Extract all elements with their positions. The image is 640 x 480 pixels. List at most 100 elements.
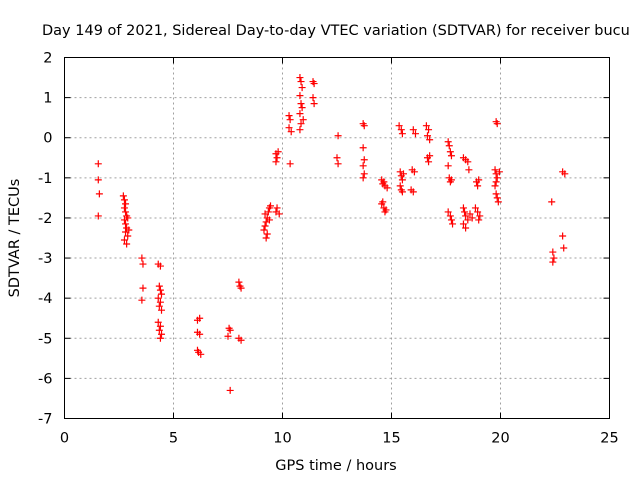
data-point (491, 182, 499, 190)
x-tick-label: 0 (60, 431, 69, 447)
data-point (261, 222, 269, 230)
data-point (263, 230, 271, 238)
y-tick-label: -2 (38, 211, 52, 227)
data-point (466, 210, 474, 218)
data-point (399, 170, 407, 178)
data-point (475, 176, 483, 184)
data-point (156, 322, 164, 330)
x-tick-label: 25 (600, 431, 618, 447)
data-point (462, 212, 470, 220)
data-point (138, 296, 146, 304)
data-point (475, 216, 483, 224)
data-point (398, 130, 406, 138)
data-point (444, 162, 452, 170)
data-point (461, 208, 469, 216)
data-point (493, 120, 501, 128)
data-point (95, 190, 103, 198)
data-point (265, 216, 273, 224)
data-point (287, 128, 295, 136)
data-point (560, 244, 568, 252)
data-point (286, 116, 294, 124)
data-point (260, 226, 268, 234)
data-point (495, 168, 503, 176)
data-point (122, 200, 130, 208)
data-point (262, 234, 270, 242)
data-point (444, 138, 452, 146)
data-point (272, 208, 280, 216)
data-point (273, 154, 281, 162)
data-point (235, 278, 243, 286)
data-point (492, 178, 500, 186)
data-point (398, 188, 406, 196)
data-point (285, 112, 293, 120)
data-point (155, 326, 163, 334)
data-point (273, 204, 281, 212)
x-axis-label: GPS time / hours (275, 458, 396, 474)
data-point (422, 122, 430, 130)
data-point (139, 260, 147, 268)
data-point (468, 214, 476, 222)
x-tick-label: 10 (273, 431, 291, 447)
data-point (447, 176, 455, 184)
tick-labels: 0 5 10 15 20 25 -7 -6 -5 -4 -3 -2 -1 0 1 2 (38, 51, 619, 447)
data-point (124, 214, 132, 222)
data-point (426, 152, 434, 160)
data-point (120, 196, 128, 204)
data-point (310, 100, 318, 108)
data-point (274, 148, 282, 156)
x-tick-label: 20 (491, 431, 509, 447)
data-point (397, 126, 405, 134)
data-point (297, 100, 305, 108)
chart-title: Day 149 of 2021, Sidereal Day-to-day VTE… (42, 23, 630, 39)
data-point (296, 92, 304, 100)
data-point (286, 160, 294, 168)
data-point (154, 318, 162, 326)
plot-frame (64, 57, 610, 419)
data-point (396, 182, 404, 190)
data-point (94, 160, 102, 168)
y-tick-label: -6 (38, 371, 52, 387)
data-point (398, 176, 406, 184)
data-point (459, 220, 467, 228)
data-point (359, 162, 367, 170)
data-point (310, 80, 318, 88)
data-point (476, 212, 484, 220)
y-tick-label: -1 (38, 171, 52, 187)
data-point (226, 386, 234, 394)
data-point (471, 204, 479, 212)
data-point (138, 254, 146, 262)
data-point (155, 282, 163, 290)
data-point (196, 330, 204, 338)
data-point (333, 154, 341, 162)
data-point (548, 198, 556, 206)
data-point (359, 174, 367, 182)
data-point (296, 126, 304, 134)
data-point (285, 124, 293, 132)
data-point (309, 94, 317, 102)
data-point (444, 208, 452, 216)
data-point (446, 212, 454, 220)
data-point (158, 330, 166, 338)
data-point (550, 254, 558, 262)
data-point (493, 194, 501, 202)
y-axis-label: SDTVAR / TECUs (7, 179, 23, 298)
data-point (125, 226, 133, 234)
data-point (94, 176, 102, 184)
data-point (120, 236, 128, 244)
data-point (491, 166, 499, 174)
data-point (465, 166, 473, 174)
data-point (267, 202, 275, 210)
data-point (494, 198, 502, 206)
data-point (139, 284, 147, 292)
data-point (264, 208, 272, 216)
data-point (447, 152, 455, 160)
data-point (464, 158, 472, 166)
data-point (122, 220, 130, 228)
data-points (94, 74, 569, 394)
data-point (156, 334, 164, 342)
data-point (296, 110, 304, 118)
y-tick-label: 1 (43, 91, 52, 107)
data-point (158, 306, 166, 314)
x-tick-label: 5 (169, 431, 178, 447)
y-tick-label: -4 (38, 291, 52, 307)
